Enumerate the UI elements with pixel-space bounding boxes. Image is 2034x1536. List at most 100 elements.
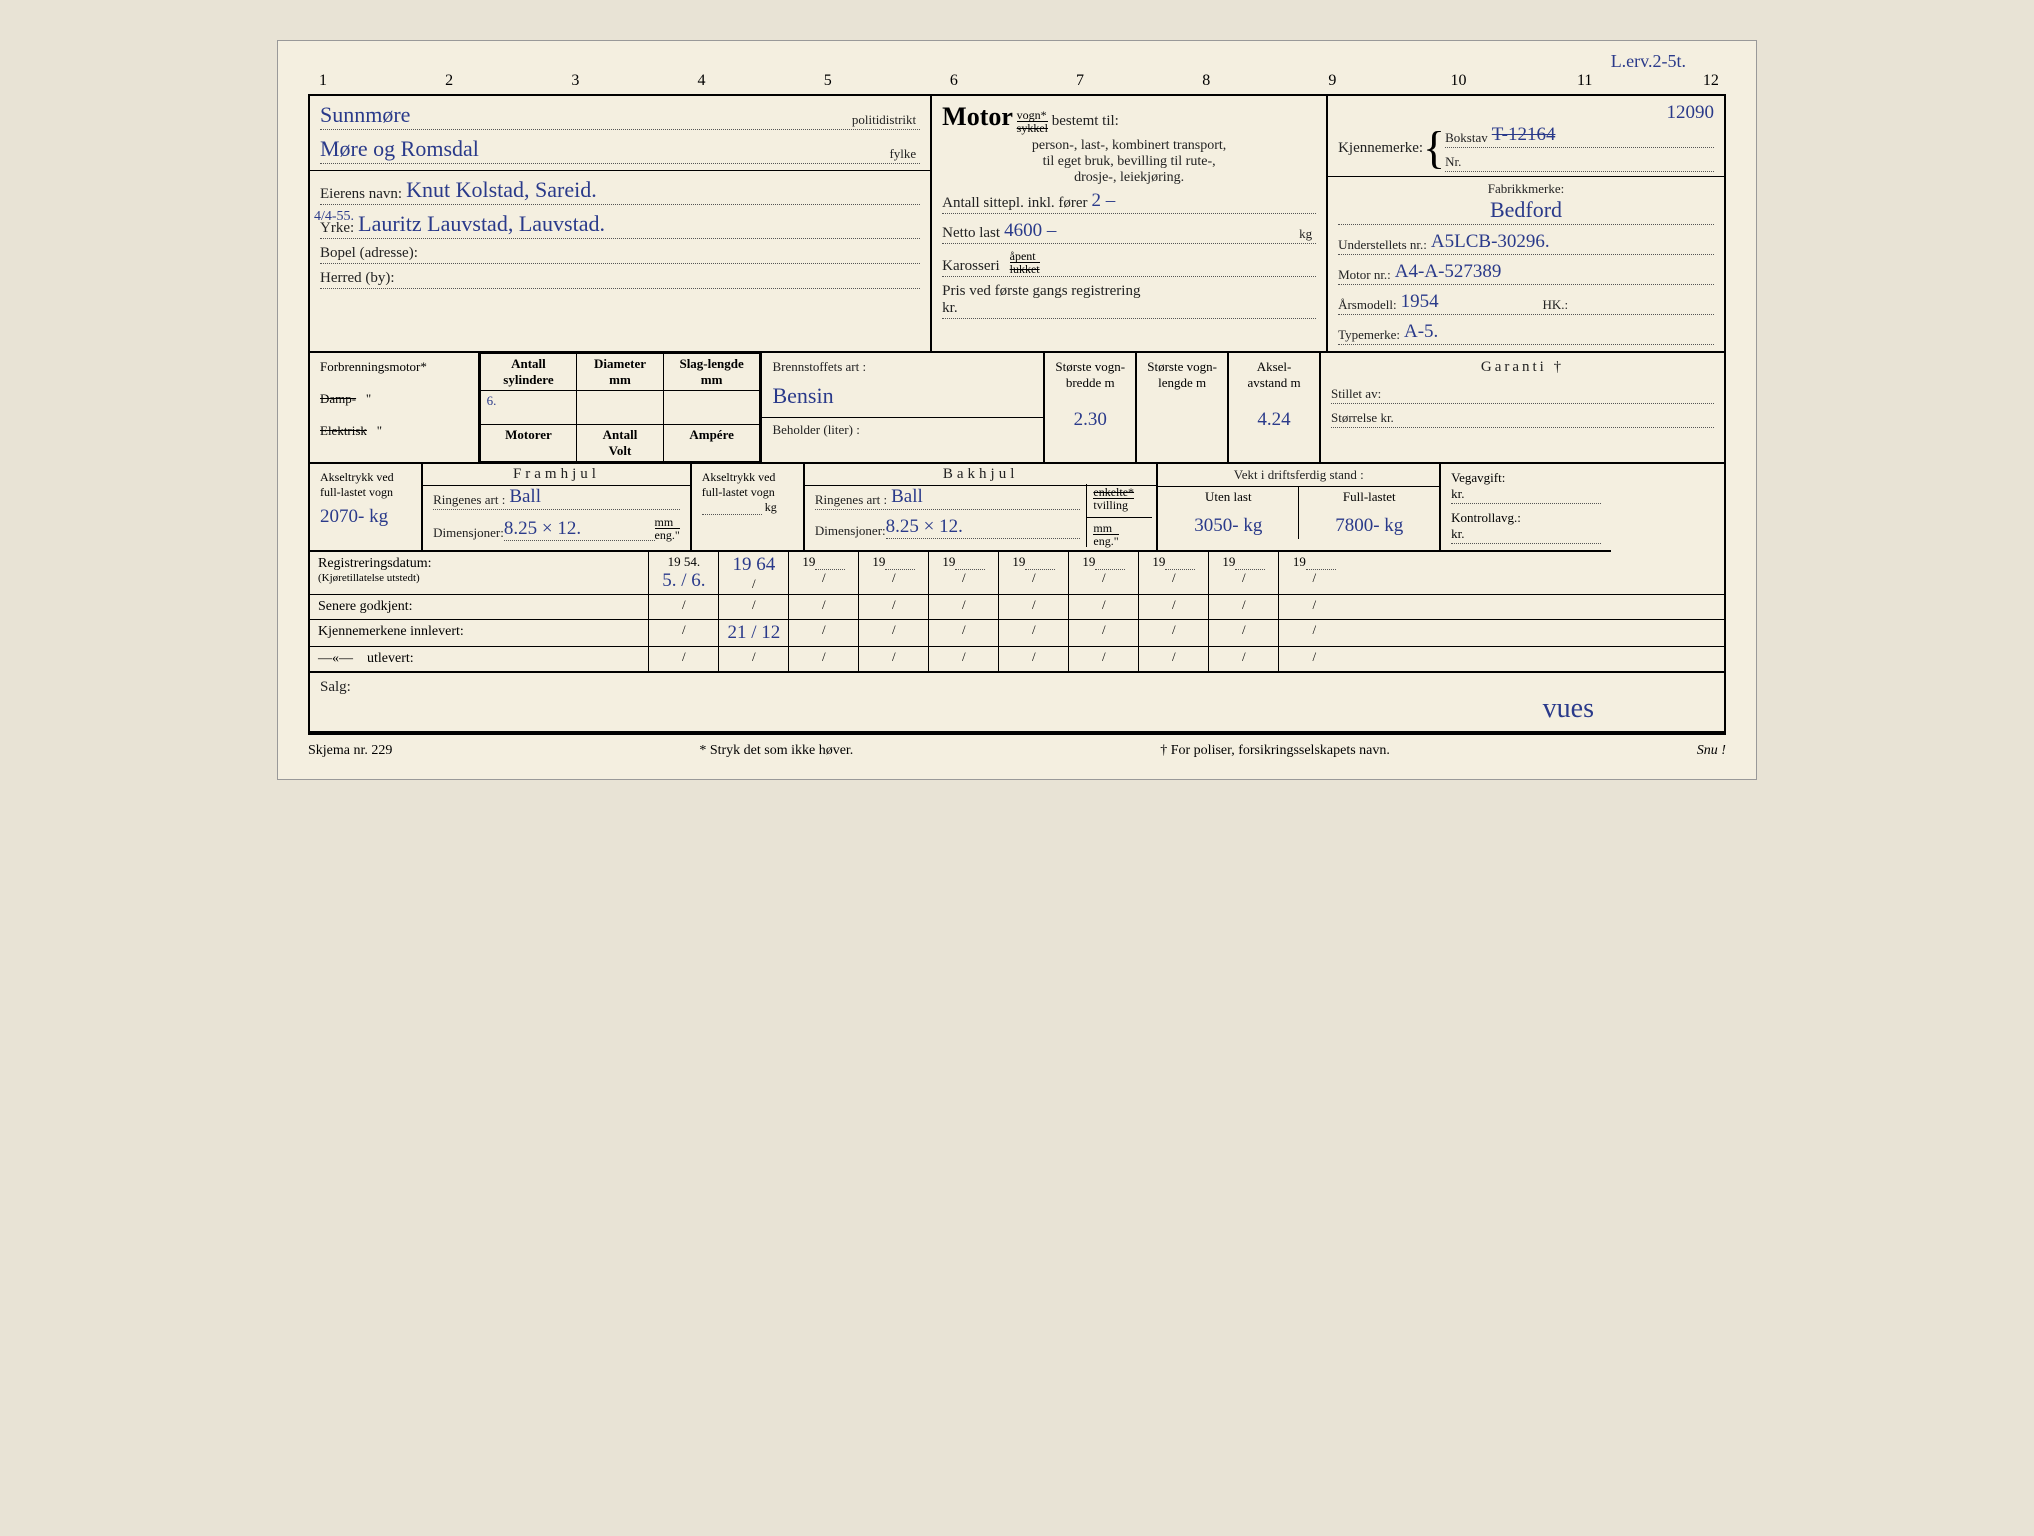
aarsmodell-label: Årsmodell: (1338, 297, 1397, 313)
typemerke-label: Typemerke: (1338, 327, 1400, 343)
pris-label: Pris ved første gangs registrering (942, 283, 1316, 300)
reg-sub: (Kjøretillatelse utstedt) (318, 572, 640, 584)
year-0: 19 54. (668, 554, 701, 569)
motor-block: Motor vogn* sykkel bestemt til: person-,… (932, 96, 1328, 353)
ring-fram-value: Ball (509, 486, 679, 508)
top-number: 12090 (1338, 102, 1714, 124)
hk-label: HK.: (1542, 297, 1568, 313)
ruler-tick: 5 (818, 72, 838, 90)
netto-value: 4600 – (1004, 220, 1299, 242)
antall-label: Antall (603, 427, 638, 442)
brennstoff-label: Brennstoffets art : (772, 359, 1033, 375)
bokstav-value: T-12164 (1492, 124, 1714, 146)
garanti-label: Garanti † (1331, 359, 1714, 376)
dim-fram-value: 8.25 × 12. (504, 518, 655, 541)
ring-fram-label: Ringenes art : (433, 492, 505, 508)
dim-fram-label: Dimensjoner: (433, 525, 504, 541)
kaross-label: Karosseri (942, 258, 999, 275)
eier-date-note: 4/4-55. (314, 209, 354, 225)
registration-card: L.erv.2-5t. 1 2 3 4 5 6 7 8 9 10 11 12 S… (277, 40, 1757, 780)
motor-line1: person-, last-, kombinert transport, (942, 138, 1316, 154)
eng-label-2: eng." (1093, 534, 1118, 548)
sykkel-label: sykkel (1017, 121, 1048, 135)
dim-bak-label: Dimensjoner: (815, 523, 886, 539)
footnote-2: † For poliser, forsikringsselskapets nav… (1160, 743, 1390, 759)
ruler-tick: 1 (313, 72, 333, 90)
damp-label: Damp- (320, 391, 356, 406)
framhjul-cell: Framhjul Ringenes art : Ball Dimensjoner… (423, 464, 692, 552)
ruler-tick: 11 (1575, 72, 1595, 90)
top-annotation: L.erv.2-5t. (308, 51, 1686, 72)
year-7: 19 (1152, 554, 1165, 569)
salg-label: Salg: (320, 679, 351, 695)
eng-label: eng." (655, 528, 680, 542)
akselavst-value: 4.24 (1239, 391, 1309, 431)
bokstav-label: Bokstav (1445, 130, 1488, 146)
motornr-value: A4-A-527389 (1395, 261, 1714, 283)
elek-label: Elektrisk (320, 423, 367, 438)
politidistrikt-label: politidistrikt (852, 112, 916, 128)
sittepl-value: 2 – (1092, 190, 1317, 212)
eier-label: Eierens navn: (320, 186, 402, 203)
ring-bak-value: Ball (891, 486, 1080, 508)
garanti-cell: Garanti † Stillet av: Størrelse kr. (1321, 353, 1724, 464)
dates-row: Registreringsdatum: (Kjøretillatelse uts… (310, 552, 1724, 673)
bredde-label: Største vogn-bredde m (1055, 359, 1125, 391)
ruler-tick: 2 (439, 72, 459, 90)
innlevert-label: Kjennemerkene innlevert: (310, 620, 649, 646)
aksel-bak-label-cell: Akseltrykk ved full-lastet vogn kg (692, 464, 805, 552)
slag-label: Slag-lengde mm (663, 354, 760, 391)
year-6: 19 (1082, 554, 1095, 569)
fylke-value: Møre og Romsdal (320, 136, 889, 162)
year-3: 19 (872, 554, 885, 569)
motorer-label: Motorer (480, 425, 577, 462)
lengde-label: Største vogn-lengde m (1147, 359, 1217, 391)
ruler-tick: 4 (692, 72, 712, 90)
arrow-ditto: —«— (318, 651, 353, 666)
senere-label: Senere godkjent: (310, 595, 649, 619)
kaross-closed: lukket (1010, 262, 1040, 276)
year-5: 19 (1012, 554, 1025, 569)
motor-line2: til eget bruk, bevilling til rute-, (942, 154, 1316, 170)
ring-bak-label: Ringenes art : (815, 492, 887, 508)
year-1: 19 64 (732, 554, 775, 575)
owner-block: Sunnmøre politidistrikt Møre og Romsdal … (310, 96, 932, 353)
reg-label: Registreringsdatum: (318, 556, 640, 572)
vekt-cell: Vekt i driftsferdig stand : Uten last 30… (1158, 464, 1441, 552)
ruler-tick: 9 (1322, 72, 1342, 90)
bakhjul-label: Bakhjul (805, 464, 1157, 486)
sittepl-label: Antall sittepl. inkl. fører (942, 195, 1087, 212)
motor-line3: drosje-, leiekjøring. (942, 170, 1316, 186)
year-9: 19 (1293, 554, 1306, 569)
bakhjul-cell: Bakhjul Ringenes art : Ball Dimensjoner:… (805, 464, 1159, 552)
stillet-label: Stillet av: (1331, 386, 1381, 402)
bredde-cell: Største vogn-bredde m 2.30 (1045, 353, 1137, 464)
brace-icon: { (1423, 130, 1445, 167)
veg-kr: kr. (1451, 486, 1464, 502)
forbr-label: Forbrenningsmotor* (320, 359, 468, 375)
fabrikkmerke-label: Fabrikkmerke: (1338, 181, 1714, 197)
bopel-label: Bopel (adresse): (320, 245, 418, 262)
aksel-bak-value (702, 514, 762, 515)
aarsmodell-value: 1954 (1401, 291, 1543, 313)
netto-label: Netto last (942, 225, 1000, 242)
uten-value: 3050- kg (1164, 505, 1292, 537)
herred-label: Herred (by): (320, 270, 395, 287)
salg-signature: vues (1543, 693, 1594, 725)
lengde-cell: Største vogn-lengde m (1137, 353, 1229, 464)
ruler-tick: 12 (1701, 72, 1721, 90)
kontroll-kr: kr. (1451, 526, 1464, 542)
motor-title: Motor (942, 102, 1013, 131)
salg-cell: Salg: vues (310, 673, 1724, 733)
netto-unit: kg (1299, 226, 1312, 242)
reg-day: 5. / 6. (662, 570, 705, 591)
ruler-tick: 8 (1196, 72, 1216, 90)
politidistrikt-value: Sunnmøre (320, 102, 852, 128)
innlevert-day: 21 / 12 (727, 622, 780, 643)
ruler-tick: 7 (1070, 72, 1090, 90)
aksel-fram-value: 2070- kg (320, 500, 411, 528)
top-ruler: 1 2 3 4 5 6 7 8 9 10 11 12 (308, 72, 1726, 96)
akselavst-label: Aksel-avstand m (1239, 359, 1309, 391)
kontroll-label: Kontrollavg.: (1451, 510, 1601, 526)
storrelse-label: Størrelse kr. (1331, 410, 1394, 426)
